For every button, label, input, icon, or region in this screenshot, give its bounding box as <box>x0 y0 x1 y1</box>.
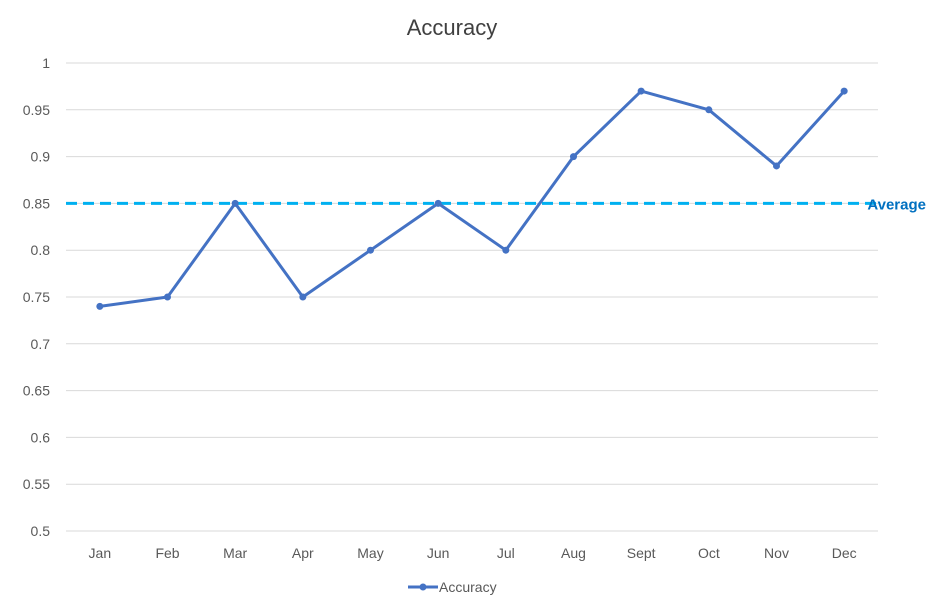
y-tick-label: 0.8 <box>31 242 51 258</box>
y-tick-label: 0.55 <box>23 476 50 492</box>
x-tick-label: Feb <box>155 545 179 561</box>
average-label: Average <box>867 196 926 213</box>
y-tick-label: 0.5 <box>31 523 51 539</box>
legend-swatch-marker <box>419 583 427 591</box>
data-point <box>637 87 645 95</box>
gridlines <box>66 62 878 532</box>
series-line <box>99 89 846 308</box>
y-axis-ticks: 1 0.95 0.9 0.85 0.8 0.75 0.7 0.65 0.6 0.55 0.5 <box>23 55 50 539</box>
x-tick-label: Sept <box>627 545 656 561</box>
data-point <box>231 199 239 207</box>
data-point <box>434 199 442 207</box>
x-tick-label: Mar <box>223 545 247 561</box>
y-tick-label: 1 <box>42 55 50 71</box>
data-point <box>96 302 104 310</box>
y-tick-label: 0.65 <box>23 383 50 399</box>
series-accuracy <box>96 87 848 310</box>
y-tick-label: 0.7 <box>31 336 51 352</box>
x-tick-label: Nov <box>764 545 789 561</box>
y-tick-label: 0.95 <box>23 102 50 118</box>
data-point <box>570 153 577 161</box>
x-tick-label: Dec <box>832 545 857 561</box>
data-point <box>502 246 510 254</box>
data-point <box>705 106 713 114</box>
legend-label-accuracy: Accuracy <box>439 579 497 595</box>
x-tick-label: May <box>357 545 383 561</box>
x-tick-label: Jan <box>89 545 112 561</box>
data-point <box>367 246 374 254</box>
x-tick-label: Aug <box>561 545 586 561</box>
x-tick-label: Apr <box>292 545 314 561</box>
average-reference: Average <box>66 196 926 213</box>
data-point <box>299 293 307 301</box>
data-point <box>840 87 848 95</box>
data-point <box>164 293 171 301</box>
y-tick-label: 0.6 <box>31 429 51 445</box>
chart-title: Accuracy <box>407 15 497 40</box>
x-tick-label: Jul <box>497 545 515 561</box>
y-tick-label: 0.9 <box>31 149 51 165</box>
y-tick-label: 0.75 <box>23 289 50 305</box>
data-point <box>773 162 780 170</box>
x-axis-ticks: Jan Feb Mar Apr May Jun Jul Aug Sept Oct Nov Dec <box>89 545 857 561</box>
x-tick-label: Oct <box>698 545 720 561</box>
legend: Accuracy <box>408 579 497 595</box>
y-tick-label: 0.85 <box>23 195 50 211</box>
x-tick-label: Jun <box>427 545 450 561</box>
